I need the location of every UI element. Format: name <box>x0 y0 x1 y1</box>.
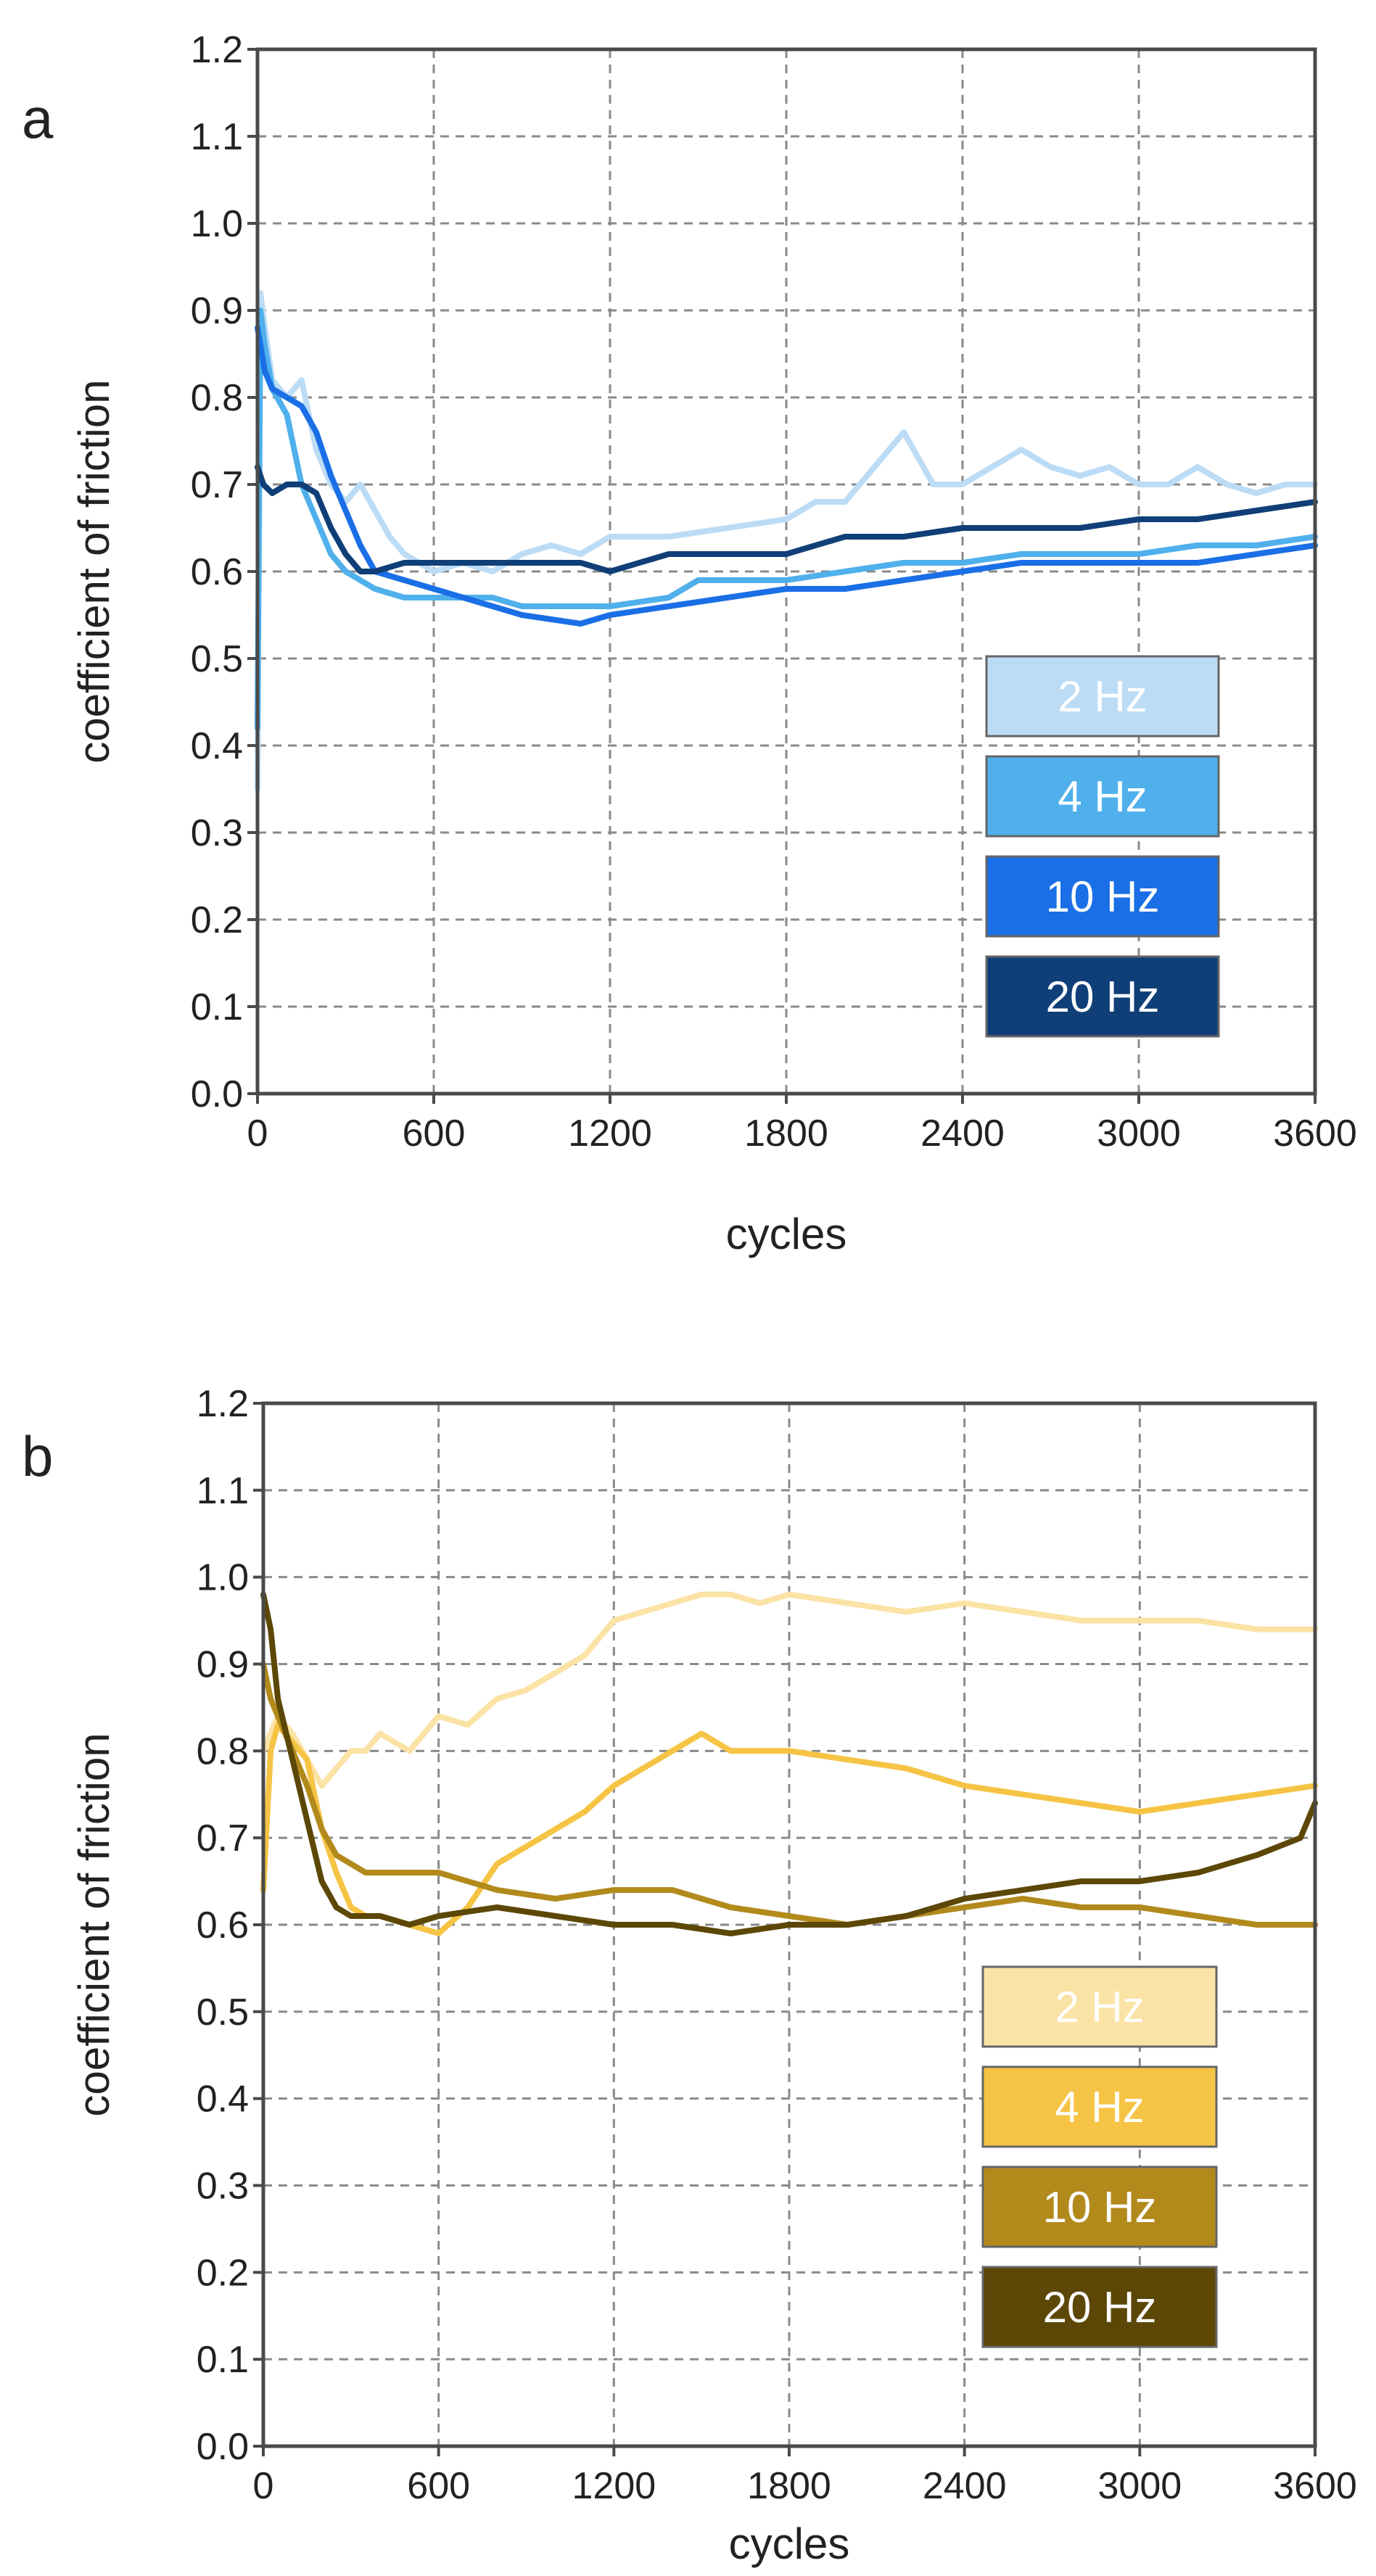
legend-label: 20 Hz <box>1043 2283 1157 2332</box>
y-tick-label: 0.6 <box>191 551 243 593</box>
x-tick-label: 1800 <box>747 2465 831 2507</box>
series-line-10hz <box>255 325 1318 627</box>
y-tick-label: 0.4 <box>197 2078 249 2121</box>
panel-label: a <box>22 86 54 150</box>
y-tick-label: 0.3 <box>197 2166 249 2208</box>
legend-swatch <box>985 755 1220 838</box>
x-tick-label: 600 <box>407 2465 470 2507</box>
y-tick-label: 0.6 <box>197 1904 249 1947</box>
x-tick-label: 3000 <box>1097 1112 1181 1155</box>
y-axis-label: coefficient of friction <box>70 379 118 763</box>
y-tick-label: 1.1 <box>191 116 243 158</box>
y-tick-label: 1.0 <box>191 203 243 245</box>
y-tick-label: 0.2 <box>191 899 243 941</box>
y-tick-label: 0.1 <box>197 2339 249 2381</box>
x-tick-label: 0 <box>247 1112 268 1155</box>
series-line-10hz <box>260 1661 1318 1928</box>
y-tick-label: 0.2 <box>197 2252 249 2294</box>
series-line-20hz <box>260 1591 1318 1936</box>
x-tick-label: 3000 <box>1097 2465 1182 2507</box>
y-tick-label: 0.5 <box>197 1991 249 2034</box>
legend-label: 10 Hz <box>1046 872 1160 921</box>
chart-panel-b: 0.0 0.1 0.2 0.3 0.4 0.5 0.6 0.7 0.8 0.9 1.0 1.1 1.2 0… <box>22 1383 1357 2568</box>
y-tick-label: 0.0 <box>191 1073 243 1115</box>
y-tick-label: 0.4 <box>191 725 243 767</box>
y-tick-label: 0.5 <box>191 638 243 680</box>
y-tick-label: 0.8 <box>191 377 243 419</box>
y-tick-label: 0.0 <box>197 2426 249 2468</box>
y-tick-label: 0.9 <box>197 1644 249 1686</box>
series-line-2hz <box>260 1591 1318 1789</box>
y-tick-label: 1.2 <box>191 29 243 71</box>
legend-label: 4 Hz <box>1058 772 1147 821</box>
x-tick-label: 1200 <box>572 2465 656 2507</box>
legend-label: 10 Hz <box>1043 2183 1157 2232</box>
x-tick-label: 2400 <box>923 2465 1007 2507</box>
y-tick-label: 0.7 <box>197 1817 249 1859</box>
legend-label: 2 Hz <box>1055 1983 1144 2031</box>
y-tick-label: 1.2 <box>197 1383 249 1425</box>
y-tick-label: 1.1 <box>197 1470 249 1512</box>
legend-label: 20 Hz <box>1046 973 1160 1021</box>
legend: 2 Hz 4 Hz 10 Hz 20 Hz <box>981 1965 1218 2348</box>
y-axis-label: coefficient of friction <box>70 1733 118 2116</box>
legend-swatch <box>985 955 1220 1038</box>
series-line-20hz <box>255 464 1318 574</box>
x-tick-label: 0 <box>253 2465 274 2507</box>
x-tick-label: 3600 <box>1273 2465 1357 2507</box>
chart-panel-a: 0.0 0.1 0.2 0.3 0.4 0.5 0.6 0.7 0.8 0.9 1.0 1.1 1.2 0… <box>22 29 1357 1258</box>
panel-label: b <box>22 1424 53 1488</box>
legend-label: 2 Hz <box>1058 672 1147 721</box>
y-tick-label: 1.0 <box>197 1557 249 1599</box>
y-tick-label: 0.3 <box>191 812 243 854</box>
y-tick-label: 0.1 <box>191 986 243 1028</box>
legend-swatch <box>981 2166 1218 2248</box>
x-axis-label: cycles <box>729 2519 850 2568</box>
legend-swatch <box>981 1965 1218 2048</box>
x-tick-label: 1800 <box>744 1112 828 1155</box>
legend: 2 Hz 4 Hz 10 Hz 20 Hz <box>985 655 1220 1038</box>
series-line-2hz <box>255 290 1318 792</box>
y-tick-label: 0.9 <box>191 290 243 332</box>
x-tick-label: 1200 <box>568 1112 652 1155</box>
y-tick-label: 0.7 <box>191 464 243 506</box>
x-axis-label: cycles <box>726 1210 847 1258</box>
legend-label: 4 Hz <box>1055 2083 1144 2131</box>
legend-swatch <box>985 855 1220 938</box>
x-tick-label: 600 <box>403 1112 466 1155</box>
legend-swatch <box>981 2266 1218 2348</box>
x-tick-label: 3600 <box>1273 1112 1357 1155</box>
x-tick-label: 2400 <box>920 1112 1005 1155</box>
y-tick-label: 0.8 <box>197 1730 249 1772</box>
legend-swatch <box>981 2065 1218 2148</box>
legend-swatch <box>985 655 1220 738</box>
